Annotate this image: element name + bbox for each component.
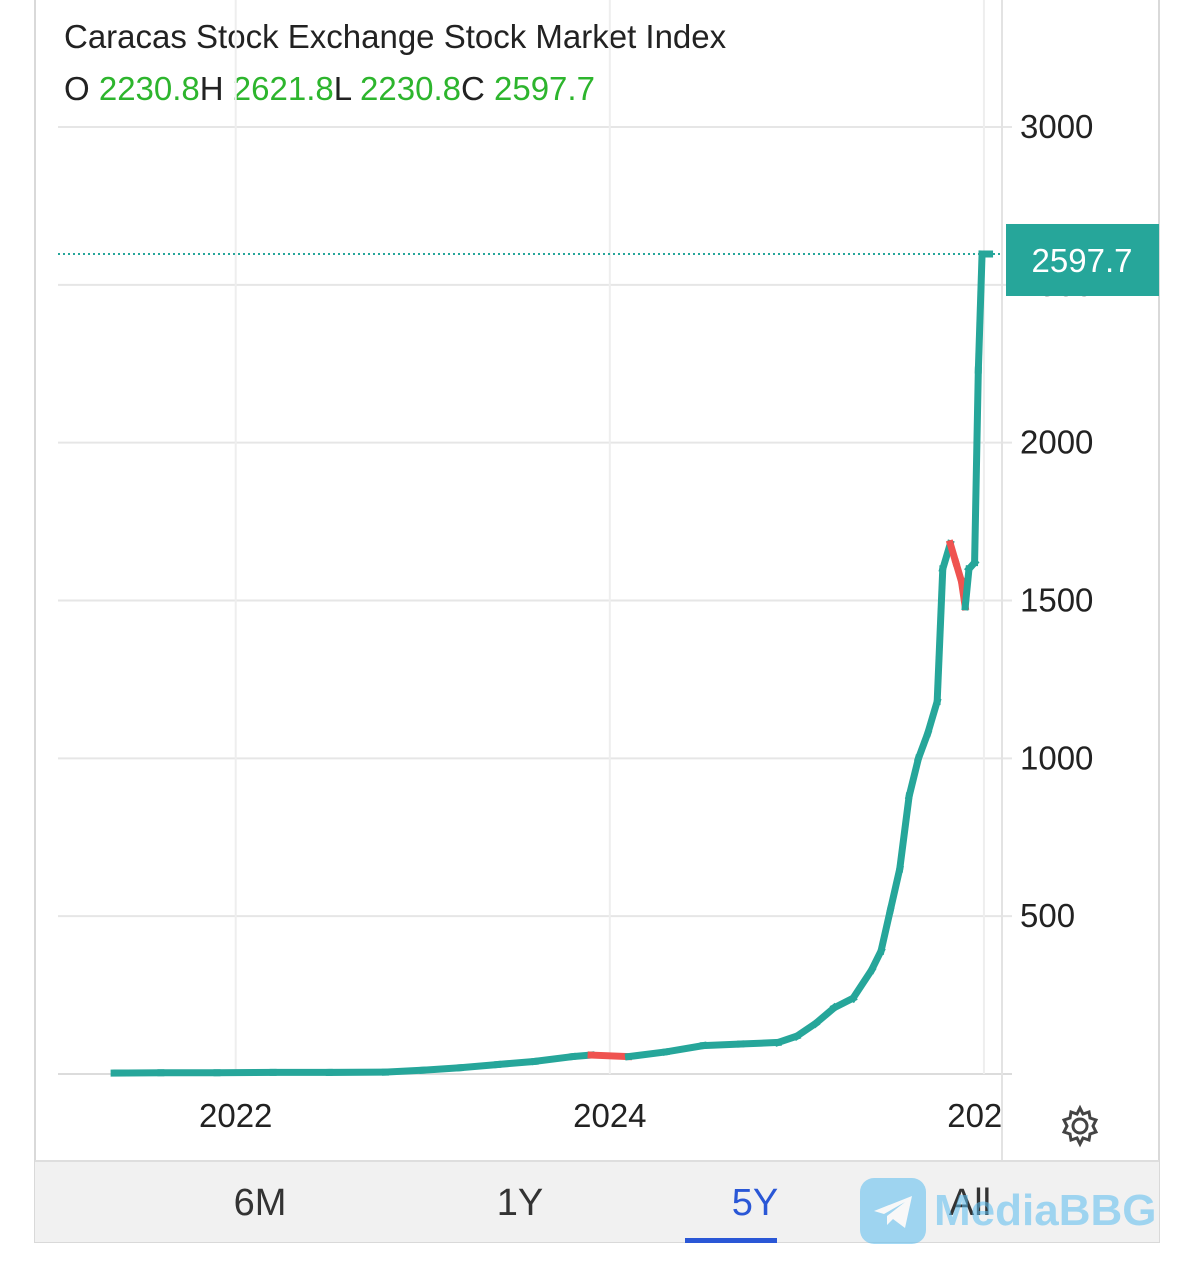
series-segment-26: [904, 754, 923, 801]
series-segment-36: [971, 366, 982, 567]
y-tick-label-3: 1500: [1020, 582, 1093, 619]
series-segment-7: [419, 1063, 464, 1074]
y-tick-label-5: 500: [1020, 897, 1075, 934]
range-tab-5y[interactable]: 5Y: [731, 1182, 779, 1224]
series-segment-18: [792, 1018, 821, 1041]
series-segment-9: [493, 1057, 539, 1069]
series-segment-16: [737, 1038, 782, 1048]
range-tab-all[interactable]: All: [948, 1182, 992, 1224]
watermark-text: MediaBBG: [934, 1186, 1157, 1235]
ohlc-key-o: O: [64, 70, 90, 107]
series-segment-19: [810, 1002, 840, 1029]
ohlc-key-h: H: [199, 70, 224, 107]
x-tick-label-1: 2024: [573, 1097, 646, 1134]
series-segment-27: [913, 728, 933, 763]
ohlc-key-l: L: [333, 70, 351, 107]
series-segment-28: [923, 697, 942, 738]
ohlc-value-l: 2230.8: [350, 70, 461, 107]
range-tab-6m[interactable]: 6M: [233, 1182, 287, 1224]
series-segment-13: [624, 1047, 670, 1061]
y-tick-label-4: 1000: [1020, 739, 1093, 776]
series-segment-6: [381, 1066, 427, 1076]
series-segment-23: [876, 905, 895, 956]
series-segment-29: [933, 565, 947, 706]
range-selector: 6M 1Y 5Y All: [35, 1160, 1159, 1243]
series-segment-24: [886, 864, 904, 915]
y-tick-label-0: 3000: [1020, 108, 1093, 145]
ohlc-value-c: 2597.7: [484, 70, 595, 107]
active-tab-underline: [685, 1238, 777, 1243]
series-segment-12: [587, 1051, 633, 1061]
chart-frame: [34, 0, 1160, 1243]
chart-title: Caracas Stock Exchange Stock Market Inde…: [64, 18, 727, 55]
series-segment-25: [895, 792, 914, 873]
series-segment-21: [848, 964, 877, 1004]
y-tick-label-2: 2000: [1020, 424, 1093, 461]
price-chart[interactable]: 300025002000150010005002022202420262597.…: [0, 0, 1195, 1160]
last-price-label: 2597.7: [1032, 242, 1133, 279]
x-tick-label-2: 2026: [947, 1097, 1020, 1134]
series-segment-10: [531, 1052, 577, 1066]
gear-icon[interactable]: [1058, 1104, 1102, 1148]
series-segment-8: [456, 1060, 502, 1072]
series-segment-37: [974, 250, 986, 374]
series-segment-15: [699, 1040, 745, 1050]
telegram-plane-icon: [860, 1178, 926, 1244]
ohlc-key-c: C: [460, 70, 485, 107]
ohlc-value-o: 2230.8: [89, 70, 200, 107]
series-segment-14: [661, 1041, 708, 1056]
ohlc-value-h: 2621.8: [223, 70, 334, 107]
range-tab-1y[interactable]: 1Y: [496, 1182, 544, 1224]
x-tick-label-0: 2022: [199, 1097, 272, 1134]
ohlc-readout: O 2230.8H 2621.8L 2230.8C 2597.7: [64, 70, 595, 108]
series-segment-34: [961, 565, 973, 611]
last-price-tag: [1006, 223, 1159, 296]
watermark: MediaBBG: [860, 1178, 1180, 1248]
